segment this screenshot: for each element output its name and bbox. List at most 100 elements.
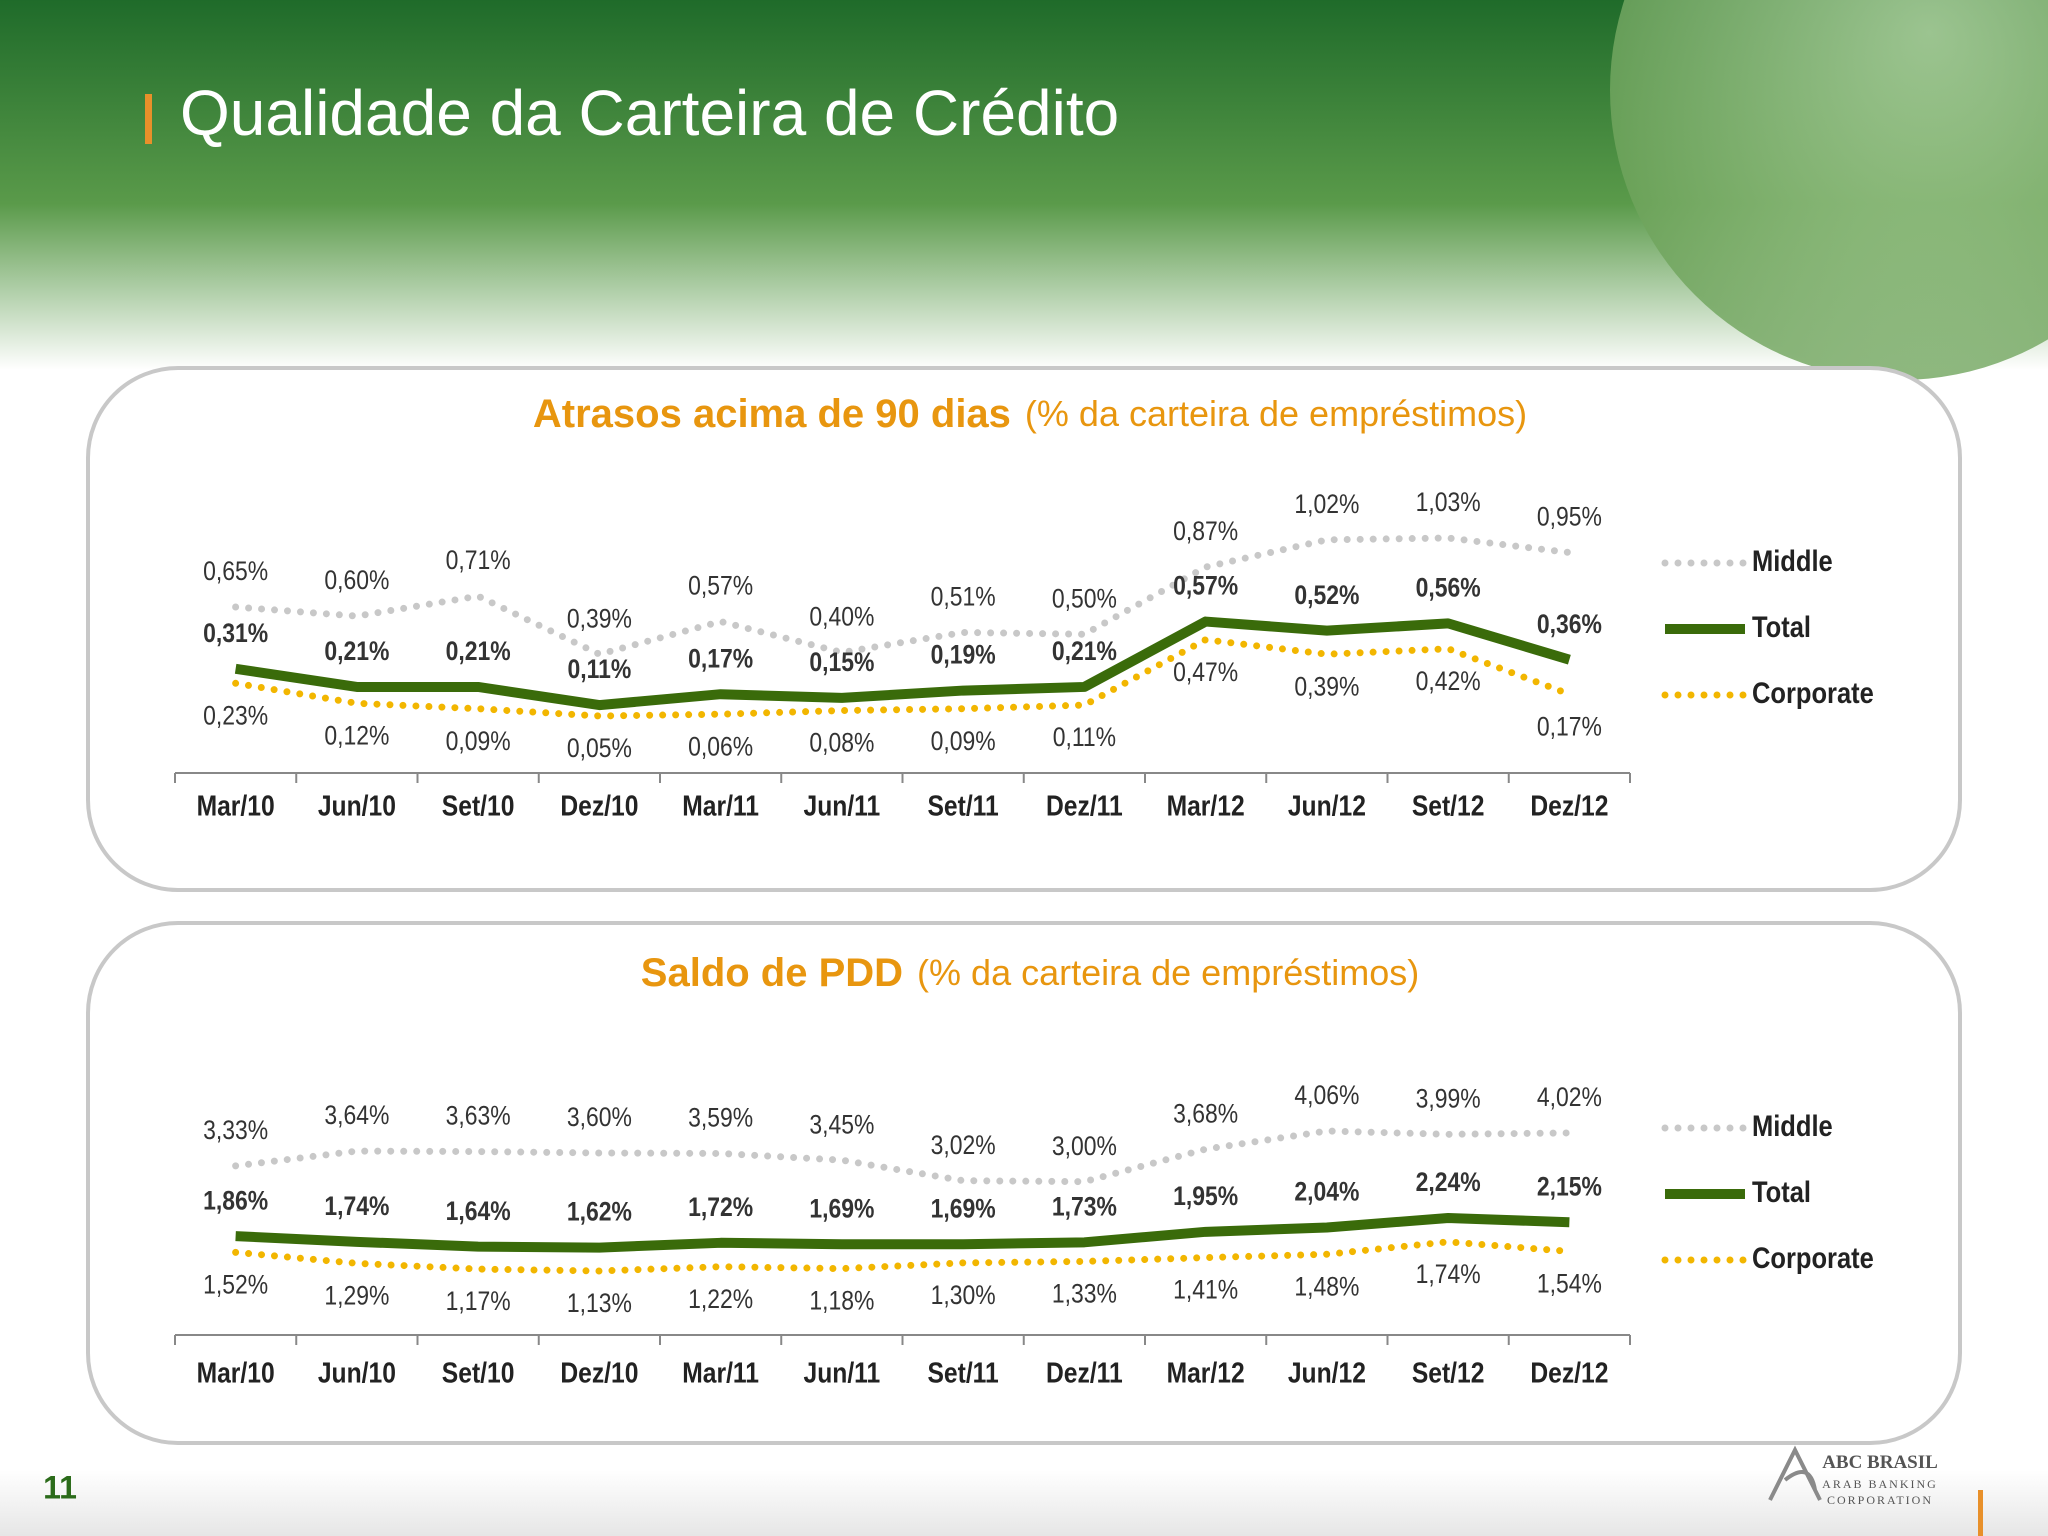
series-line	[235, 1212, 1570, 1253]
value-label: 0,23%	[203, 701, 268, 731]
logo-line: CORPORATION	[1827, 1493, 1933, 1507]
value-label: 0,39%	[1294, 672, 1359, 702]
series-line	[232, 636, 1573, 720]
value-label: 0,56%	[1416, 573, 1481, 603]
legend-label: Total	[1752, 1175, 1811, 1208]
value-label: 3,33%	[203, 1115, 268, 1145]
series-line	[232, 534, 1573, 658]
value-label: 0,52%	[1294, 580, 1359, 610]
value-label: 1,33%	[1052, 1279, 1117, 1309]
value-label: 1,13%	[567, 1288, 632, 1318]
value-label: 3,64%	[324, 1101, 389, 1131]
value-label: 2,24%	[1416, 1167, 1481, 1197]
value-label: 1,62%	[567, 1197, 632, 1227]
globe	[1610, 0, 2048, 380]
series-line	[232, 1127, 1573, 1186]
value-label: 1,69%	[809, 1194, 874, 1224]
legend-label: Corporate	[1752, 676, 1874, 709]
x-tick-label: Dez/12	[1530, 1357, 1608, 1389]
page-number: 11	[43, 1469, 77, 1505]
footer-bg	[0, 1470, 2048, 1536]
value-label: 3,63%	[446, 1101, 511, 1131]
value-label: 3,99%	[1416, 1084, 1481, 1114]
value-label: 1,41%	[1173, 1275, 1238, 1305]
value-label: 1,18%	[809, 1286, 874, 1316]
x-tick-label: Set/11	[927, 1357, 998, 1389]
x-tick-label: Dez/12	[1530, 790, 1608, 822]
chart-subtitle: (% da carteira de empréstimos)	[1025, 393, 1527, 434]
value-label: 0,60%	[324, 566, 389, 596]
value-label: 1,22%	[688, 1284, 753, 1314]
page-title: Qualidade da Carteira de Crédito	[180, 77, 1119, 149]
value-label: 1,48%	[1294, 1272, 1359, 1302]
value-label: 0,21%	[1052, 636, 1117, 666]
value-label: 0,05%	[567, 733, 632, 763]
x-tick-label: Jun/12	[1288, 1357, 1366, 1389]
x-tick-label: Set/10	[442, 790, 515, 822]
value-label: 3,45%	[809, 1110, 874, 1140]
x-tick-label: Mar/10	[197, 790, 275, 822]
value-label: 0,11%	[567, 655, 631, 685]
x-tick-label: Jun/10	[318, 1357, 396, 1389]
x-tick-label: Jun/11	[804, 790, 881, 822]
x-tick-label: Dez/11	[1046, 790, 1123, 822]
value-label: 0,50%	[1052, 584, 1117, 614]
value-label: 3,02%	[931, 1130, 996, 1160]
value-label: 0,65%	[203, 556, 268, 586]
value-label: 3,00%	[1052, 1131, 1117, 1161]
value-label: 0,57%	[1173, 571, 1238, 601]
value-label: 0,19%	[931, 640, 996, 670]
value-label: 0,87%	[1173, 516, 1238, 546]
legend-label: Corporate	[1752, 1241, 1874, 1274]
value-label: 1,03%	[1416, 487, 1481, 517]
value-label: 3,60%	[567, 1102, 632, 1132]
value-label: 0,08%	[809, 728, 874, 758]
x-tick-label: Mar/12	[1167, 790, 1245, 822]
x-tick-label: Set/12	[1412, 790, 1485, 822]
value-label: 0,71%	[446, 546, 511, 576]
x-tick-label: Mar/12	[1167, 1357, 1245, 1389]
value-label: 1,64%	[446, 1196, 511, 1226]
value-label: 0,57%	[688, 571, 753, 601]
value-label: 0,36%	[1537, 609, 1602, 639]
value-label: 0,17%	[1537, 712, 1602, 742]
value-label: 0,06%	[688, 732, 753, 762]
value-label: 0,17%	[688, 644, 753, 674]
value-label: 1,72%	[688, 1192, 753, 1222]
x-tick-label: Mar/11	[682, 790, 759, 822]
value-label: 0,31%	[203, 618, 268, 648]
value-label: 1,52%	[203, 1270, 268, 1300]
x-tick-label: Set/11	[927, 790, 998, 822]
value-label: 1,74%	[1416, 1259, 1481, 1289]
value-label: 0,40%	[809, 602, 874, 632]
legend-label: Middle	[1752, 1109, 1833, 1142]
x-tick-label: Mar/11	[682, 1357, 759, 1389]
value-label: 1,30%	[931, 1280, 996, 1310]
value-label: 4,06%	[1294, 1080, 1359, 1110]
series-line	[234, 616, 1571, 711]
series-line	[232, 1238, 1573, 1275]
x-tick-label: Mar/10	[197, 1357, 275, 1389]
value-label: 0,42%	[1416, 666, 1481, 696]
value-label: 1,86%	[203, 1186, 268, 1216]
x-tick-label: Set/12	[1412, 1357, 1485, 1389]
value-label: 0,09%	[446, 726, 511, 756]
value-label: 1,17%	[446, 1287, 511, 1317]
footer-bar	[1978, 1490, 1983, 1536]
value-label: 0,47%	[1173, 657, 1238, 687]
x-tick-label: Dez/11	[1046, 1357, 1123, 1389]
value-label: 0,95%	[1537, 502, 1602, 532]
value-label: 1,29%	[324, 1281, 389, 1311]
value-label: 1,73%	[1052, 1192, 1117, 1222]
value-label: 0,39%	[567, 604, 632, 634]
x-tick-label: Dez/10	[560, 790, 638, 822]
value-label: 0,11%	[1053, 723, 1116, 753]
chart-title: Atrasos acima de 90 dias	[533, 392, 1011, 436]
logo-name: ABC BRASIL	[1822, 1452, 1938, 1473]
logo-line: ARAB BANKING	[1822, 1477, 1938, 1491]
value-label: 3,68%	[1173, 1099, 1238, 1129]
value-label: 0,12%	[324, 721, 389, 751]
value-label: 2,04%	[1294, 1177, 1359, 1207]
